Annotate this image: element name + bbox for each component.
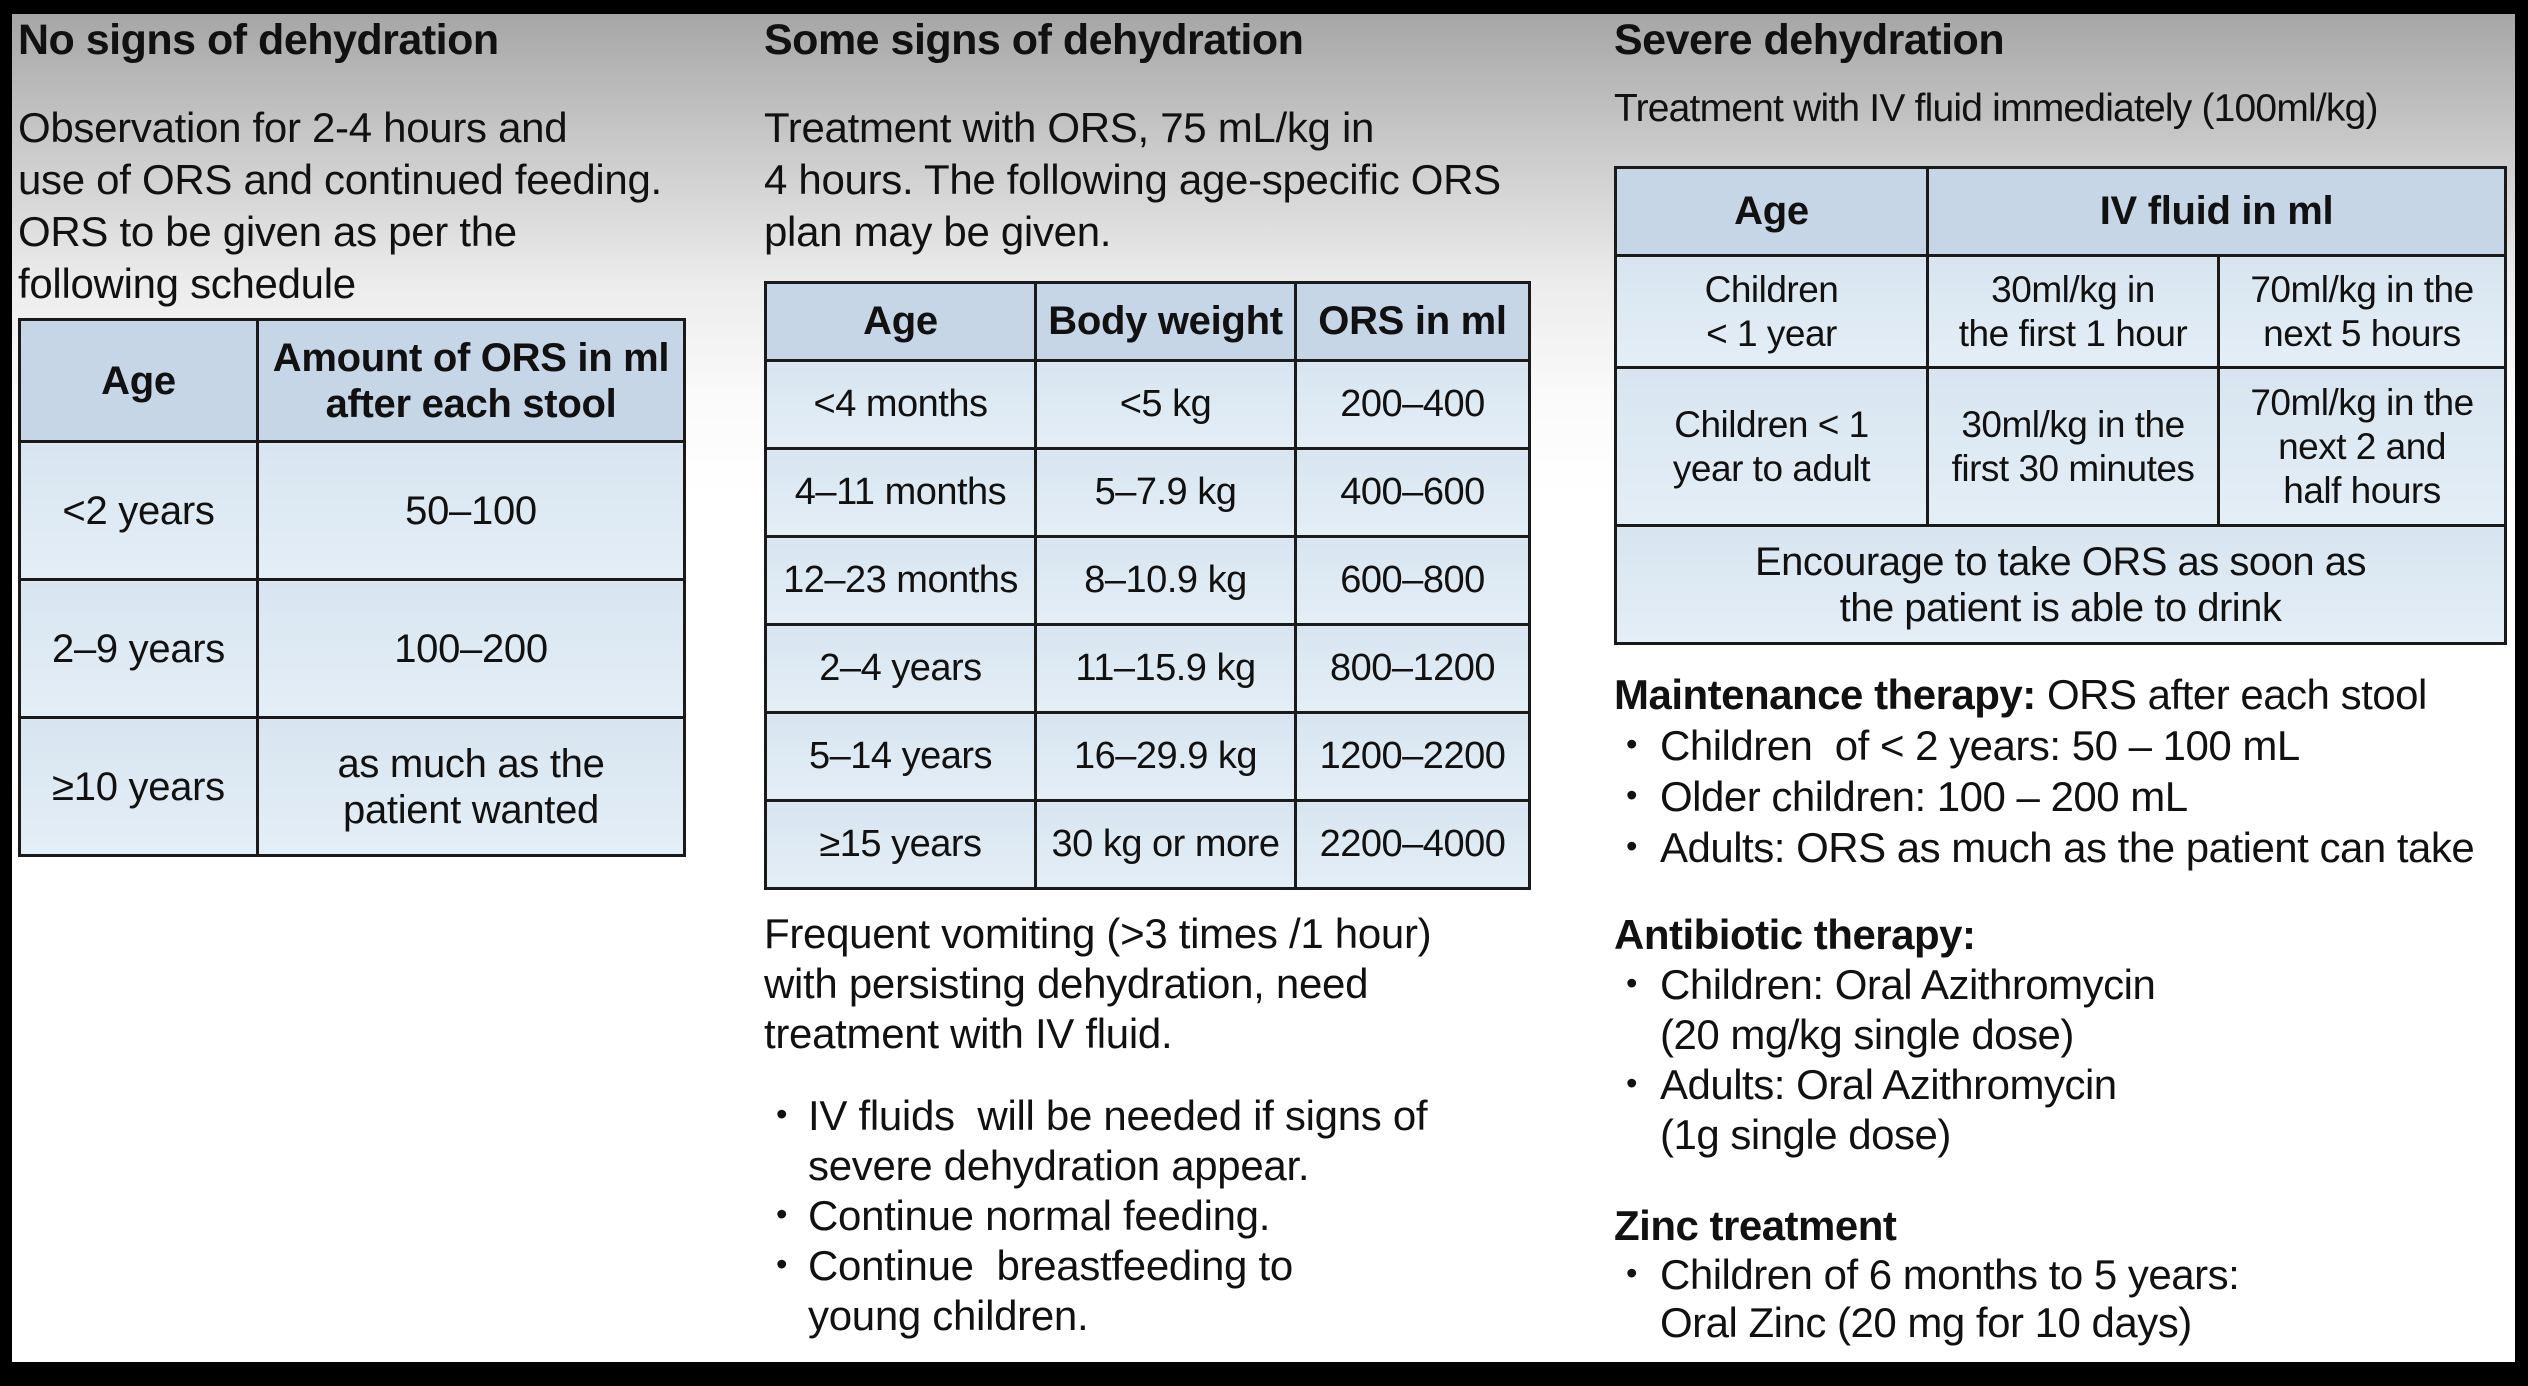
cell-ors: 1200–2200 <box>1294 711 1531 802</box>
cell-first-dose: 30ml/kg in the first 1 hour <box>1926 254 2220 369</box>
cell-first-dose: 30ml/kg in the first 30 minutes <box>1926 366 2220 527</box>
header-iv-fluid: IV fluid in ml <box>1926 166 2507 257</box>
table-header-row: Age IV fluid in ml <box>1614 166 2507 257</box>
table-row: ≥15 years 30 kg or more 2200–4000 <box>764 799 1531 890</box>
cell-weight: 5–7.9 kg <box>1034 447 1297 538</box>
cell-ors: 600–800 <box>1294 535 1531 626</box>
list-item: IV fluids will be needed if signs of sev… <box>776 1089 1546 1191</box>
cell-ors: 2200–4000 <box>1294 799 1531 890</box>
cell-age: 5–14 years <box>764 711 1037 802</box>
cell-age: 2–4 years <box>764 623 1037 714</box>
cell-age: 12–23 months <box>764 535 1037 626</box>
column-severe: Severe dehydration Treatment with IV flu… <box>1614 14 2520 1362</box>
cell-next-dose: 70ml/kg in the next 2 and half hours <box>2217 366 2507 527</box>
some-signs-notes: Frequent vomiting (>3 times /1 hour) wit… <box>764 909 1546 1341</box>
list-item: Children of < 2 years: 50 – 100 mL <box>1626 718 2520 771</box>
header-age: Age <box>18 318 259 443</box>
list-item: Older children: 100 – 200 mL <box>1626 769 2520 822</box>
list-item: Adults: ORS as much as the patient can t… <box>1626 820 2520 873</box>
cell-weight: 11–15.9 kg <box>1034 623 1297 714</box>
document-canvas: No signs of dehydration Observation for … <box>12 14 2515 1362</box>
cell-weight: 8–10.9 kg <box>1034 535 1297 626</box>
table-row: ≥10 years as much as the patient wanted <box>18 716 686 857</box>
maintenance-therapy-label: Maintenance therapy: <box>1614 671 2036 718</box>
iv-fluid-table: Age IV fluid in ml Children < 1 year 30m… <box>1614 166 2507 645</box>
table-row: 2–9 years 100–200 <box>18 578 686 719</box>
table-header-row: Age Body weight ORS in ml <box>764 281 1531 362</box>
table-row: 5–14 years 16–29.9 kg 1200–2200 <box>764 711 1531 802</box>
some-signs-intro: Treatment with ORS, 75 mL/kg in 4 hours.… <box>764 104 1501 255</box>
antibiotic-therapy-label: Antibiotic therapy: <box>1614 911 1976 958</box>
cell-age: Children < 1 year to adult <box>1614 366 1929 527</box>
cell-age: <2 years <box>18 440 259 581</box>
zinc-treatment-label: Zinc treatment <box>1614 1202 1897 1249</box>
age-weight-ors-table: Age Body weight ORS in ml <4 months <5 k… <box>764 281 1531 890</box>
zinc-bullet-list: Children of 6 months to 5 years: Oral Zi… <box>1614 1249 2520 1347</box>
cell-next-dose: 70ml/kg in the next 5 hours <box>2217 254 2507 369</box>
some-signs-heading: Some signs of dehydration <box>764 16 1304 64</box>
list-item: Continue breastfeeding to young children… <box>776 1239 1546 1341</box>
cell-age: ≥10 years <box>18 716 259 857</box>
cell-amount: 100–200 <box>256 578 686 719</box>
table-row: Children < 1 year to adult 30ml/kg in th… <box>1614 366 2507 527</box>
maintenance-therapy-text: ORS after each stool <box>2035 671 2427 718</box>
table-row: 2–4 years 11–15.9 kg 800–1200 <box>764 623 1531 714</box>
header-ors: ORS in ml <box>1294 281 1531 362</box>
maintenance-bullet-list: Children of < 2 years: 50 – 100 mL Older… <box>1614 718 2520 873</box>
ors-after-stool-table: Age Amount of ORS in ml after each stool… <box>18 318 686 857</box>
list-item: Children: Oral Azithromycin (20 mg/kg si… <box>1626 958 2520 1060</box>
cell-weight: 16–29.9 kg <box>1034 711 1297 802</box>
cell-age: <4 months <box>764 359 1037 450</box>
cell-amount: 50–100 <box>256 440 686 581</box>
cell-age: 4–11 months <box>764 447 1037 538</box>
header-body-weight: Body weight <box>1034 281 1297 362</box>
table-footer-row: Encourage to take ORS as soon as the pat… <box>1614 524 2507 645</box>
antibiotic-bullet-list: Children: Oral Azithromycin (20 mg/kg si… <box>1614 958 2520 1160</box>
table-row: Children < 1 year 30ml/kg in the first 1… <box>1614 254 2507 369</box>
severe-heading: Severe dehydration <box>1614 16 2005 64</box>
list-item: Adults: Oral Azithromycin (1g single dos… <box>1626 1058 2520 1160</box>
vomiting-note: Frequent vomiting (>3 times /1 hour) wit… <box>764 910 1432 1057</box>
no-signs-intro: Observation for 2-4 hours and use of ORS… <box>18 104 662 307</box>
cell-age: Children < 1 year <box>1614 254 1929 369</box>
table-row: <2 years 50–100 <box>18 440 686 581</box>
cell-ors: 400–600 <box>1294 447 1531 538</box>
header-ors-amount: Amount of ORS in ml after each stool <box>256 318 686 443</box>
table-row: <4 months <5 kg 200–400 <box>764 359 1531 450</box>
table-row: 12–23 months 8–10.9 kg 600–800 <box>764 535 1531 626</box>
column-no-signs: No signs of dehydration Observation for … <box>18 14 690 1362</box>
column-some-signs: Some signs of dehydration Treatment with… <box>764 14 1546 1362</box>
maintenance-therapy-line: Maintenance therapy: ORS after each stoo… <box>1614 669 2520 720</box>
some-signs-bullet-list: IV fluids will be needed if signs of sev… <box>764 1089 1546 1341</box>
list-item: Continue normal feeding. <box>776 1189 1546 1241</box>
cell-age: 2–9 years <box>18 578 259 719</box>
severe-therapy-notes: Maintenance therapy: ORS after each stoo… <box>1614 669 2520 1347</box>
cell-weight: 30 kg or more <box>1034 799 1297 890</box>
header-age: Age <box>1614 166 1929 257</box>
severe-intro: Treatment with IV fluid immediately (100… <box>1614 87 2379 130</box>
cell-amount: as much as the patient wanted <box>256 716 686 857</box>
cell-ors: 800–1200 <box>1294 623 1531 714</box>
table-header-row: Age Amount of ORS in ml after each stool <box>18 318 686 443</box>
table-row: 4–11 months 5–7.9 kg 400–600 <box>764 447 1531 538</box>
no-signs-heading: No signs of dehydration <box>18 16 499 64</box>
cell-ors: 200–400 <box>1294 359 1531 450</box>
cell-age: ≥15 years <box>764 799 1037 890</box>
list-item: Children of 6 months to 5 years: Oral Zi… <box>1626 1249 2520 1347</box>
header-age: Age <box>764 281 1037 362</box>
encourage-ors-note: Encourage to take ORS as soon as the pat… <box>1614 524 2507 645</box>
cell-weight: <5 kg <box>1034 359 1297 450</box>
